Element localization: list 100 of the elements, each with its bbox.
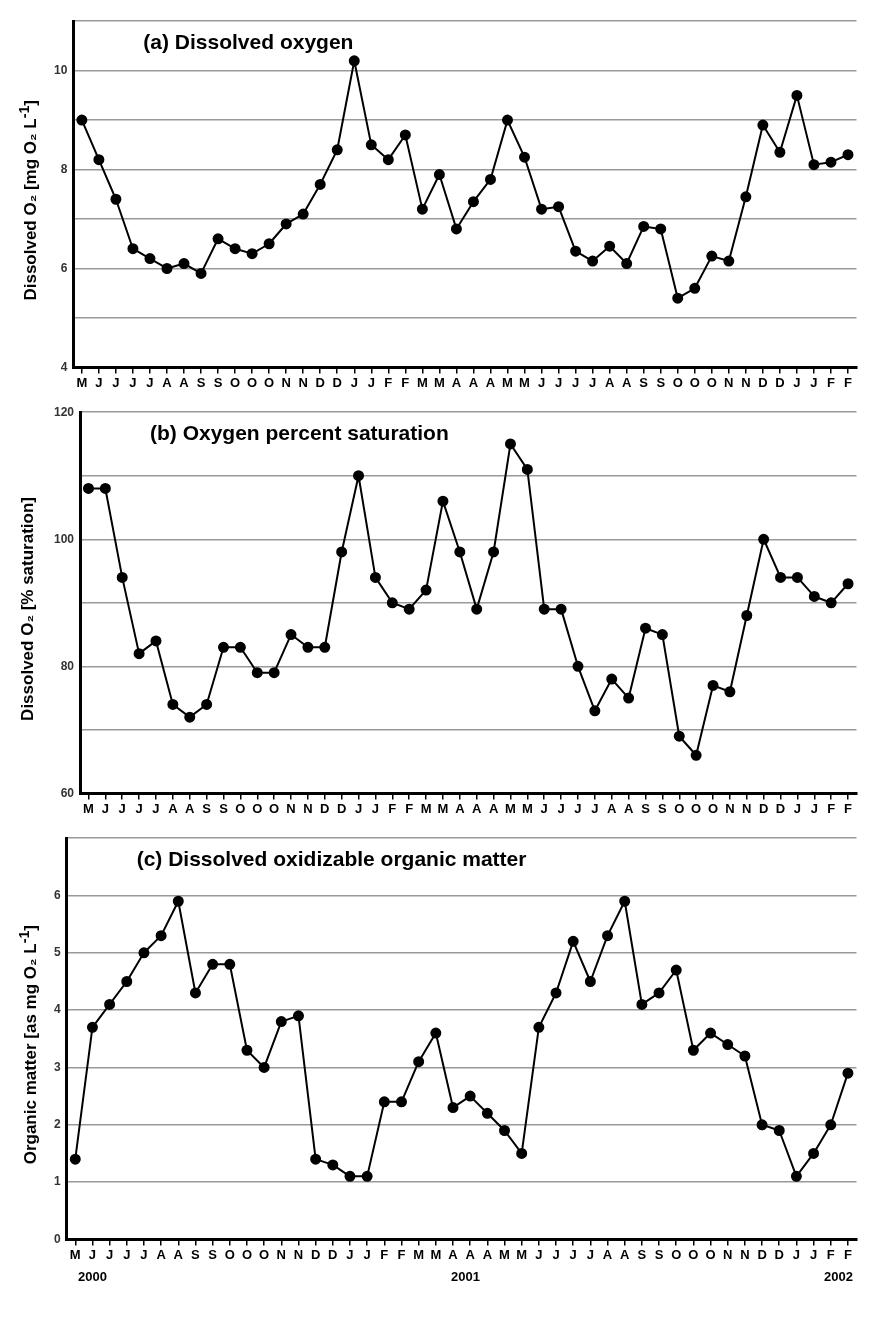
x-tick-label: J: [571, 374, 580, 390]
point: [450, 223, 462, 235]
x-tick-label: N: [742, 800, 752, 816]
x-tick-label: A: [602, 1246, 613, 1262]
x-tick-label: O: [230, 374, 241, 390]
point: [224, 958, 236, 970]
point: [416, 203, 428, 215]
point: [606, 673, 618, 685]
y-tick-label: 3: [53, 1059, 61, 1074]
point: [790, 1170, 802, 1182]
point: [155, 930, 167, 942]
x-tick-label: D: [336, 800, 347, 816]
x-tick-label: O: [269, 800, 280, 816]
x-tick-label: N: [293, 1246, 304, 1262]
x-tick-label: J: [574, 800, 582, 816]
point: [481, 1107, 493, 1119]
point: [369, 571, 381, 583]
point: [774, 146, 786, 158]
x-tick-label: N: [740, 1246, 750, 1262]
point: [138, 947, 150, 959]
x-tick-label: S: [639, 374, 649, 390]
x-tick-label: A: [185, 800, 196, 816]
point: [69, 1153, 81, 1165]
x-tick-label: J: [367, 374, 375, 390]
point: [656, 629, 668, 641]
point: [488, 546, 500, 558]
point: [602, 930, 614, 942]
x-tick-label: J: [810, 800, 818, 816]
point: [724, 686, 736, 698]
x-tick-label: M: [76, 374, 88, 390]
point: [464, 1090, 476, 1102]
point: [640, 622, 651, 634]
x-tick-label: S: [637, 1246, 647, 1262]
y-tick-label: 100: [53, 531, 75, 546]
point: [791, 571, 803, 583]
point: [447, 1102, 459, 1114]
x-tick-label: J: [354, 800, 363, 816]
x-tick-label: O: [241, 1246, 253, 1262]
y-axis-title: Dissolved O₂ [% saturation]: [18, 497, 38, 721]
y-tick-label: 4: [53, 1002, 61, 1017]
x-tick-label: A: [168, 800, 179, 816]
point: [501, 114, 513, 126]
x-tick-label: M: [499, 1246, 510, 1262]
point: [504, 438, 516, 450]
x-tick-label: F: [844, 800, 853, 816]
x-tick-label: O: [674, 800, 685, 816]
x-tick-label: F: [380, 1246, 389, 1262]
point: [133, 648, 145, 660]
point: [280, 218, 292, 230]
x-tick-label: S: [213, 374, 223, 390]
x-tick-label: J: [88, 1246, 97, 1262]
point: [550, 987, 562, 999]
x-tick-label: M: [69, 1246, 81, 1262]
point: [99, 482, 111, 494]
y-tick-label: 4: [60, 359, 68, 374]
x-tick-label: O: [691, 800, 702, 816]
point: [127, 243, 139, 255]
x-tick-label: O: [705, 1246, 716, 1262]
point: [808, 159, 820, 171]
y-tick-label: 10: [53, 62, 68, 77]
x-tick-label: D: [328, 1246, 338, 1262]
x-tick-label: M: [521, 800, 533, 816]
point: [234, 641, 246, 653]
point: [454, 546, 466, 558]
point: [533, 1021, 545, 1033]
x-tick-label: J: [371, 800, 380, 816]
point: [348, 55, 360, 67]
x-tick-label: O: [672, 374, 683, 390]
point: [842, 1067, 854, 1079]
chart-title: (b) Oxygen percent saturation: [150, 421, 449, 445]
chart-title: (c) Dissolved oxidizable organic matter: [136, 847, 527, 871]
point: [636, 998, 648, 1010]
point: [201, 698, 213, 710]
point: [773, 1125, 785, 1136]
point: [584, 975, 596, 987]
x-tick-label: J: [105, 1246, 114, 1262]
point: [344, 1170, 356, 1182]
point: [567, 935, 579, 947]
point: [399, 129, 411, 141]
point: [382, 154, 394, 166]
x-tick-label: S: [656, 374, 666, 390]
point: [331, 144, 343, 156]
x-tick-label: M: [519, 374, 530, 390]
point: [403, 603, 415, 615]
point: [572, 660, 584, 672]
y-tick-label: 1: [53, 1174, 61, 1189]
x-tick-label: J: [101, 800, 109, 816]
x-tick-label: J: [112, 374, 120, 390]
x-tick-label: A: [179, 374, 190, 390]
point: [297, 208, 309, 220]
y-tick-label: 2: [53, 1117, 61, 1132]
x-tick-label: F: [844, 374, 853, 390]
point: [775, 571, 787, 583]
point: [741, 610, 753, 622]
y-tick-label: 6: [60, 260, 68, 275]
point: [519, 151, 531, 163]
point: [172, 895, 184, 907]
x-tick-label: D: [775, 800, 786, 816]
x-tick-label: J: [129, 374, 137, 390]
x-tick-label: N: [724, 374, 734, 390]
